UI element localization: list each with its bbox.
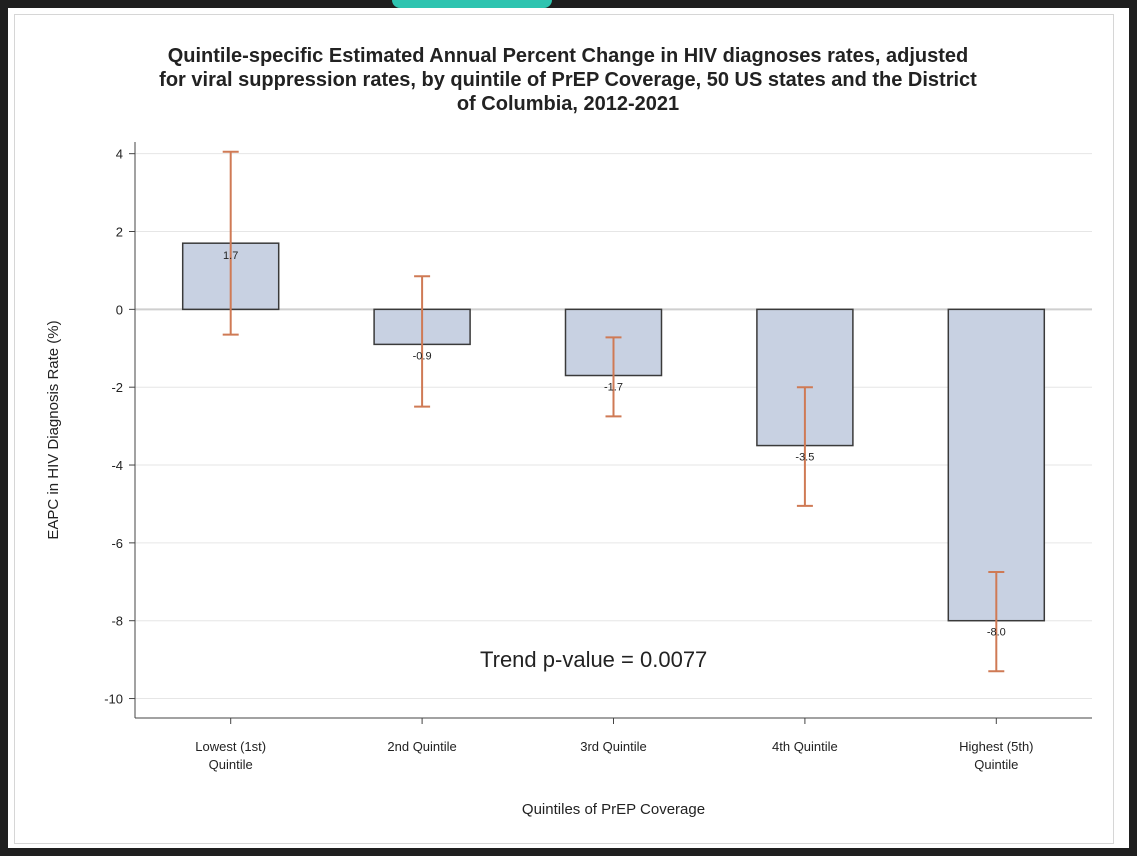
chart-title-line-2: for viral suppression rates, by quintile…	[159, 69, 977, 91]
y-tick-label: -2	[111, 380, 123, 395]
chart-border	[14, 14, 1114, 844]
bar-value-label: -1.7	[604, 382, 623, 394]
chart-title-line-1: Quintile-specific Estimated Annual Perce…	[168, 45, 969, 67]
bar-value-labels: 1.7 -0.9 -1.7 -3.5 -8.0	[223, 250, 1006, 639]
image-frame	[8, 8, 1129, 848]
x-tick-label: 4th Quintile	[772, 739, 838, 754]
x-tick-label: 2nd Quintile	[387, 739, 456, 754]
y-tick-label: 2	[116, 225, 123, 240]
bar-value-label: 1.7	[223, 250, 238, 262]
y-tick-label: 0	[116, 302, 123, 317]
y-tick-label: -10	[104, 692, 123, 707]
bar-value-label: -3.5	[795, 452, 814, 464]
bar-value-label: -0.9	[413, 350, 432, 362]
chart-title: Quintile-specific Estimated Annual Perce…	[159, 45, 977, 115]
top-tab-decoration	[392, 0, 552, 8]
x-tick-label: Lowest (1st)	[195, 739, 266, 754]
error-bars	[222, 150, 1005, 673]
x-tick-label: 3rd Quintile	[580, 739, 646, 754]
axes	[129, 142, 1092, 724]
y-tick-label: -4	[111, 458, 123, 473]
x-tick-label: Highest (5th)	[959, 739, 1033, 754]
y-tick-label: -6	[111, 536, 123, 551]
bars	[181, 242, 1046, 622]
chart-title-line-3: of Columbia, 2012-2021	[457, 93, 679, 115]
tick-labels: 4 2 0 -2 -4 -6 -8 -10 Lowest (1st) Quintile 2nd Qu…	[104, 147, 1033, 772]
bar-value-label: -8.0	[987, 627, 1006, 639]
trend-p-value-annotation: Trend p-value = 0.0077	[480, 647, 707, 672]
y-tick-label: 4	[116, 147, 123, 162]
x-tick-label: Quintile	[974, 757, 1018, 772]
x-axis-label: Quintiles of PrEP Coverage	[522, 801, 705, 818]
bar-quintile-5	[947, 308, 1046, 622]
y-axis-label: EAPC in HIV Diagnosis Rate (%)	[45, 320, 62, 539]
y-tick-label: -8	[111, 614, 123, 629]
x-tick-label: Quintile	[209, 757, 253, 772]
